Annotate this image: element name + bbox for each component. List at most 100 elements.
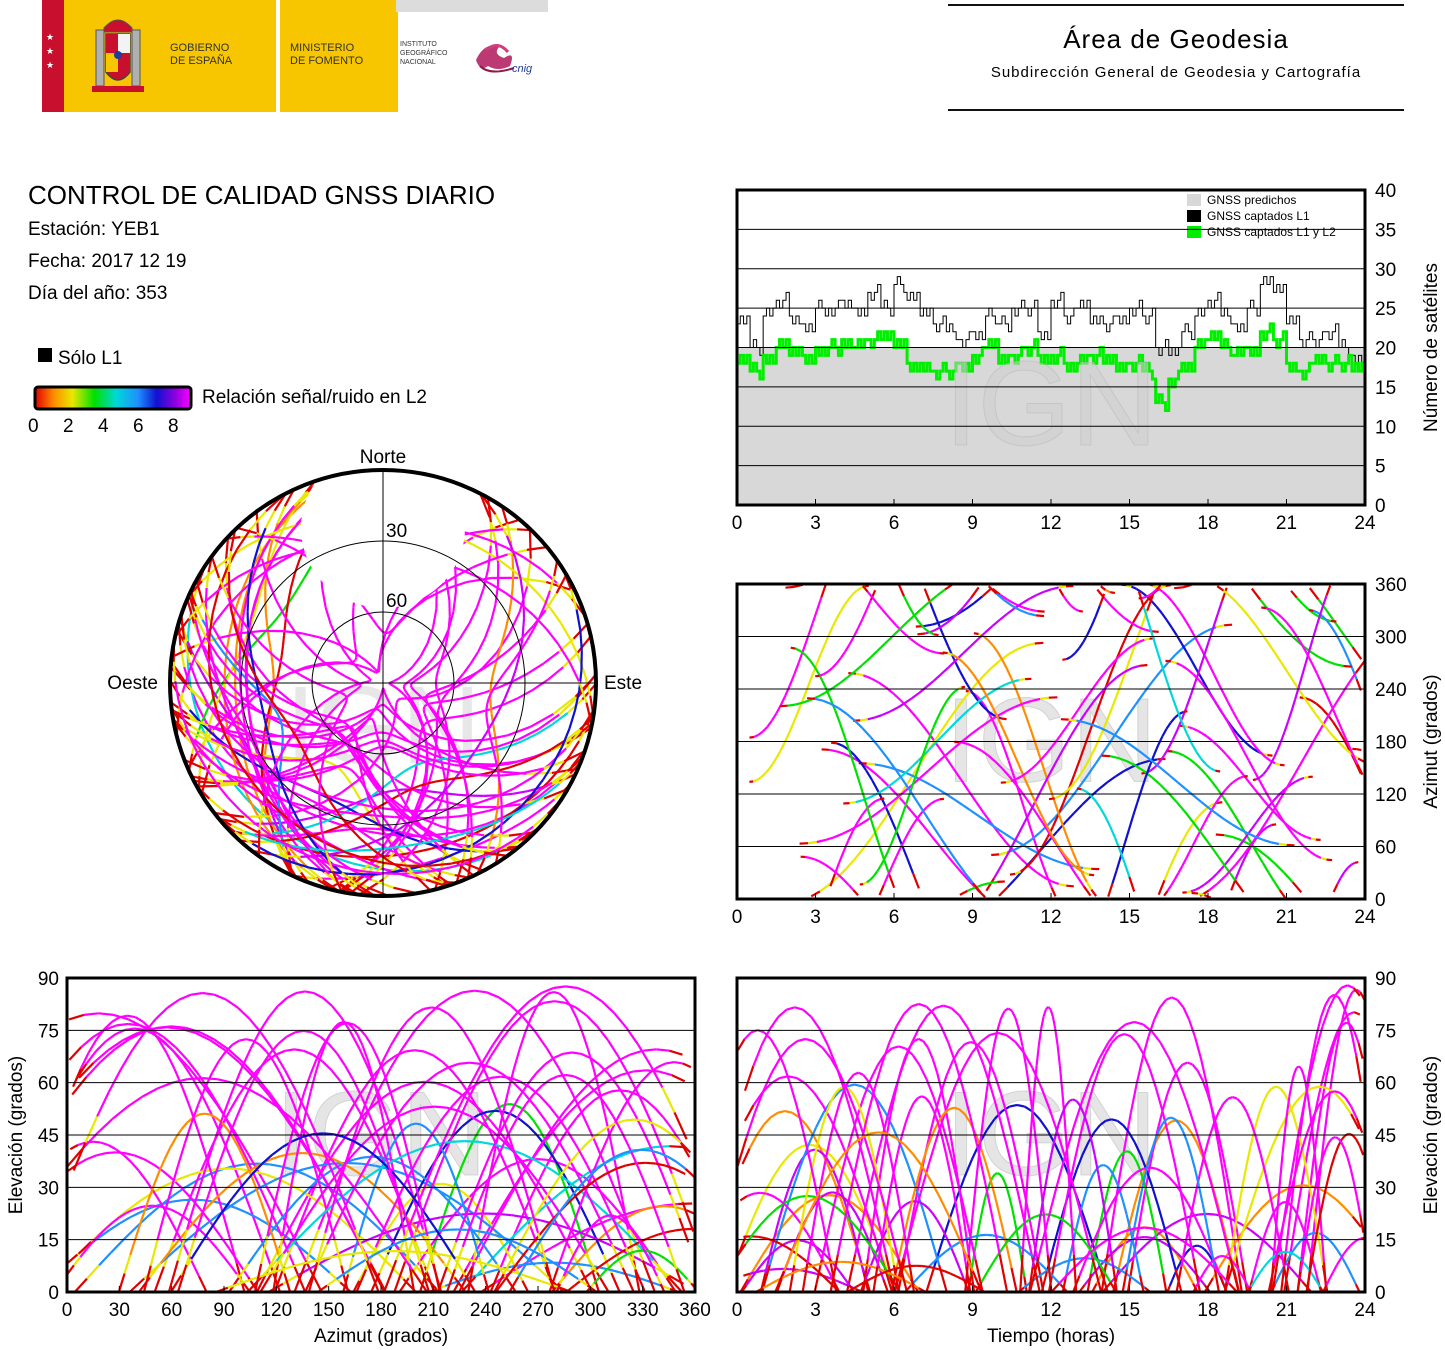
azimut-trace xyxy=(1183,754,1190,760)
y-tick-label: 20 xyxy=(1375,339,1396,360)
azimut-trace xyxy=(924,828,934,839)
elaz-trace xyxy=(431,1138,446,1169)
skyplot-trace xyxy=(225,548,238,571)
azimut-trace xyxy=(756,776,762,781)
elaz-trace xyxy=(686,1209,695,1215)
elaz-trace xyxy=(354,1229,368,1262)
skyplot-trace xyxy=(526,546,548,551)
elaz-trace xyxy=(682,1274,689,1280)
azimut-trace xyxy=(1052,837,1060,848)
skyplot-trace xyxy=(363,754,372,762)
skyplot-trace xyxy=(270,794,285,802)
skyplot-trace xyxy=(323,808,337,813)
elaz-trace xyxy=(613,1152,629,1160)
elaz-trace xyxy=(515,1104,522,1110)
azimut-trace xyxy=(808,840,817,845)
elaz-trace xyxy=(453,1246,464,1270)
azimut-trace xyxy=(1026,846,1036,853)
skyplot-trace xyxy=(482,567,490,590)
elaz-trace xyxy=(608,1263,614,1269)
azimut-trace xyxy=(876,865,882,872)
elaz-trace xyxy=(567,1116,578,1130)
skyplot-trace xyxy=(512,790,528,795)
skyplot-trace xyxy=(441,699,451,703)
skyplot-trace xyxy=(278,818,283,833)
elaz-trace xyxy=(484,1216,500,1243)
azimut-trace xyxy=(1267,642,1276,654)
skyplot-trace xyxy=(458,841,477,853)
skyplot-trace xyxy=(381,781,391,789)
x-tick-label: 12 xyxy=(1040,907,1061,928)
skyplot-trace xyxy=(358,764,364,777)
skyplot-trace xyxy=(404,665,414,675)
elaz-trace xyxy=(442,1061,453,1072)
azimut-trace xyxy=(1334,622,1345,636)
azimut-trace xyxy=(1068,718,1077,722)
skyplot-trace xyxy=(265,692,275,704)
elaz-trace xyxy=(361,1207,369,1224)
elaz-trace xyxy=(231,1081,248,1090)
skyplot-trace xyxy=(561,728,571,748)
elaz-trace xyxy=(464,1140,480,1143)
elaz-trace xyxy=(522,1153,538,1163)
azimut-trace xyxy=(930,800,936,805)
azimut-trace xyxy=(1231,710,1239,721)
skyplot-trace xyxy=(373,849,391,863)
elaz-trace xyxy=(656,1253,662,1258)
skyplot-trace xyxy=(508,611,521,635)
azimut-trace xyxy=(1274,762,1281,766)
elaz-trace xyxy=(535,1063,547,1074)
skyplot-trace xyxy=(280,536,293,541)
skyplot-trace xyxy=(246,696,250,712)
skyplot-trace xyxy=(547,666,564,681)
azimut-trace xyxy=(1149,766,1156,772)
azimut-trace xyxy=(855,672,864,677)
skyplot-trace xyxy=(431,816,445,820)
azimut-trace xyxy=(1199,823,1206,832)
elaz-trace xyxy=(389,1091,398,1113)
skyplot-trace xyxy=(475,588,485,608)
skyplot-trace xyxy=(495,787,515,798)
elaz-trace xyxy=(463,1207,471,1224)
azimut-trace xyxy=(1022,838,1033,847)
azimut-trace xyxy=(889,706,898,713)
azimut-trace xyxy=(994,826,1004,834)
skyplot-trace xyxy=(386,740,393,745)
skyplot-trace xyxy=(227,597,240,617)
elaz-trace xyxy=(679,1270,685,1276)
azimut-trace xyxy=(1030,854,1038,863)
elaz-trace xyxy=(626,1212,635,1219)
azimut-trace xyxy=(1132,801,1139,816)
skyplot-trace xyxy=(267,760,279,783)
skyplot-trace xyxy=(351,749,358,758)
azimut-trace xyxy=(915,716,925,728)
cnig-text: cnig xyxy=(512,63,533,75)
azimut-trace xyxy=(1233,846,1240,854)
elaz-trace xyxy=(182,1063,194,1080)
skyplot-trace xyxy=(379,703,383,707)
elaz-trace xyxy=(339,1244,355,1254)
elaz-trace xyxy=(616,1248,626,1256)
azimut-trace xyxy=(1194,636,1201,647)
elaz-trace xyxy=(333,1239,343,1266)
skyplot-trace xyxy=(282,846,289,862)
skyplot-trace xyxy=(369,678,372,681)
azimut-trace xyxy=(807,697,816,700)
skyplot-trace xyxy=(360,604,369,614)
skyplot-trace xyxy=(323,759,330,764)
elaz-trace xyxy=(554,1000,566,1004)
skyplot-trace xyxy=(340,733,347,739)
ign-text: INSTITUTO GEOGRÁFICO NACIONAL xyxy=(400,40,447,67)
elaz-trace xyxy=(588,1084,599,1095)
azimut-trace xyxy=(1215,833,1225,837)
azimut-trace xyxy=(860,808,868,817)
skyplot-trace xyxy=(339,725,345,729)
azimut-trace xyxy=(1160,612,1168,621)
azimut-trace xyxy=(1273,880,1281,891)
skyplot-trace xyxy=(197,632,204,646)
elaz-trace xyxy=(180,1121,189,1130)
azimut-trace xyxy=(809,660,817,669)
skyplot-trace xyxy=(433,644,443,658)
azimut-trace xyxy=(1215,812,1226,821)
elaz-trace xyxy=(202,991,215,996)
